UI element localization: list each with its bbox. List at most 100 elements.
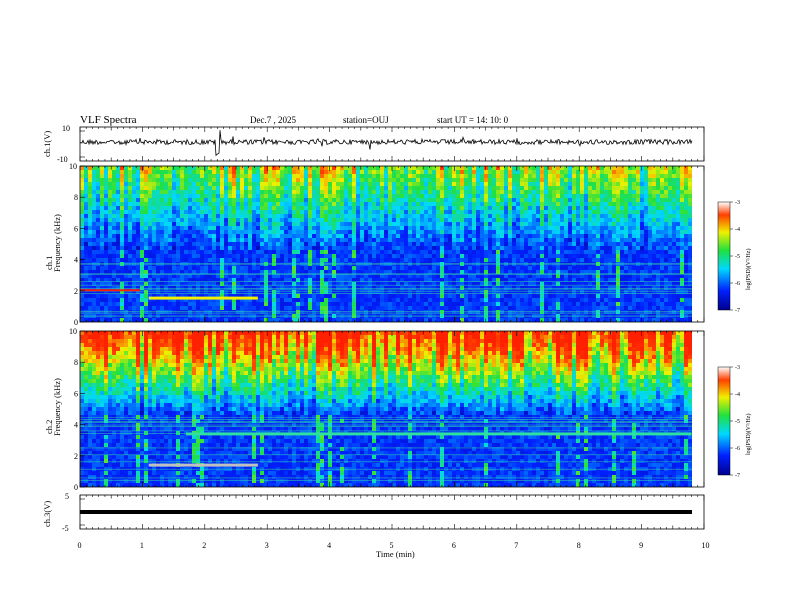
spectrogram-cell — [128, 226, 132, 230]
spectrogram-cell — [152, 250, 156, 254]
spectrogram-cell — [612, 206, 616, 210]
spectrogram-cell — [172, 278, 176, 282]
spectrogram-cell — [368, 234, 372, 238]
spectrogram-cell — [280, 186, 284, 190]
spectrogram-cell — [520, 266, 524, 270]
spectrogram-cell — [520, 166, 524, 170]
spectrogram-cell — [112, 170, 116, 174]
spectrogram-cell — [584, 174, 588, 178]
spectrogram-cell — [332, 226, 336, 230]
spectrogram-cell — [204, 238, 208, 242]
spectrogram-cell — [184, 274, 188, 278]
spectrogram-cell — [644, 226, 648, 230]
spectrogram-cell — [196, 198, 200, 202]
spectrogram-cell — [348, 206, 352, 210]
spectrogram-cell — [108, 278, 112, 282]
spectrogram-cell — [300, 286, 304, 290]
spectrogram-cell — [372, 250, 376, 254]
spectrogram-cell — [88, 206, 92, 210]
spectrogram-cell — [500, 270, 504, 274]
spectrogram-cell — [252, 218, 256, 222]
spectrogram-cell — [312, 206, 316, 210]
spectrogram-cell — [180, 198, 184, 202]
spectrogram-cell — [680, 230, 684, 234]
spectrogram-cell — [472, 222, 476, 226]
spectrogram-cell — [616, 194, 620, 198]
spectrogram-cell — [652, 214, 656, 218]
spectrogram-cell — [452, 230, 456, 234]
spectrogram-cell — [492, 214, 496, 218]
spectrogram-cell — [624, 250, 628, 254]
spectrogram-cell — [656, 258, 660, 262]
spectrogram-cell — [216, 258, 220, 262]
spectrogram-cell — [272, 202, 276, 206]
spectrogram-cell — [148, 174, 152, 178]
spectrogram-cell — [592, 282, 596, 286]
spectrogram-cell — [636, 182, 640, 186]
spectrogram-cell — [612, 274, 616, 278]
spectrogram-cell — [184, 242, 188, 246]
spectrogram-cell — [592, 274, 596, 278]
spectrogram-cell — [392, 238, 396, 242]
spectrogram-cell — [684, 286, 688, 290]
spectrogram-cell — [484, 190, 488, 194]
spectrogram-cell — [316, 202, 320, 206]
spectrogram-cell — [348, 222, 352, 226]
spectrogram-cell — [648, 178, 652, 182]
spectrogram-cell — [164, 206, 168, 210]
spectrogram-cell — [372, 222, 376, 226]
spectrogram-cell — [240, 230, 244, 234]
spectrogram-cell — [408, 286, 412, 290]
spectrogram-cell — [344, 230, 348, 234]
spectrogram-cell — [428, 238, 432, 242]
spectrogram-cell — [656, 226, 660, 230]
spectrogram-cell — [144, 170, 148, 174]
spectrogram-cell — [668, 254, 672, 258]
spectrogram-cell — [476, 230, 480, 234]
spectrogram-cell — [552, 274, 556, 278]
spectrogram-cell — [384, 238, 388, 242]
spectrogram-cell — [456, 238, 460, 242]
spectrogram-cell — [580, 186, 584, 190]
spectrogram-cell — [376, 170, 380, 174]
spectrogram-cell — [372, 270, 376, 274]
spectrogram-cell — [676, 198, 680, 202]
spectrogram-cell — [108, 290, 112, 294]
spectrogram-cell — [196, 246, 200, 250]
spectrogram-cell — [576, 210, 580, 214]
spectrogram-cell — [556, 214, 560, 218]
spectrogram-cell — [468, 266, 472, 270]
spectrogram-cell — [560, 218, 564, 222]
spectrogram-cell — [648, 286, 652, 290]
spectrogram-cell — [468, 242, 472, 246]
spectrogram-cell — [192, 174, 196, 178]
spectrogram-cell — [92, 202, 96, 206]
spectrogram-cell — [432, 218, 436, 222]
spectrogram-cell — [540, 174, 544, 178]
spectrogram-cell — [84, 222, 88, 226]
spectrogram-cell — [688, 226, 692, 230]
spectrogram-cell — [244, 174, 248, 178]
spectrogram-cell — [124, 290, 128, 294]
spectrogram-cell — [380, 230, 384, 234]
spectrogram-cell — [216, 166, 220, 170]
spectrogram-cell — [436, 194, 440, 198]
spectrogram-cell — [188, 278, 192, 282]
spectrogram-cell — [588, 254, 592, 258]
spectrogram-cell — [680, 226, 684, 230]
spectrogram-cell — [624, 186, 628, 190]
spectrogram-cell — [352, 246, 356, 250]
spectrogram-cell — [676, 202, 680, 206]
spectrogram-cell — [448, 286, 452, 290]
spectrogram-cell — [208, 182, 212, 186]
spectrogram-cell — [428, 246, 432, 250]
spectrogram-cell — [212, 290, 216, 294]
spectrogram-cell — [92, 222, 96, 226]
spectrogram-cell — [116, 266, 120, 270]
spectrogram-cell — [600, 230, 604, 234]
spectrogram-cell — [652, 182, 656, 186]
spectrogram-cell — [420, 206, 424, 210]
spectrogram-cell — [104, 210, 108, 214]
spectrogram-cell — [668, 270, 672, 274]
spectrogram-cell — [584, 210, 588, 214]
